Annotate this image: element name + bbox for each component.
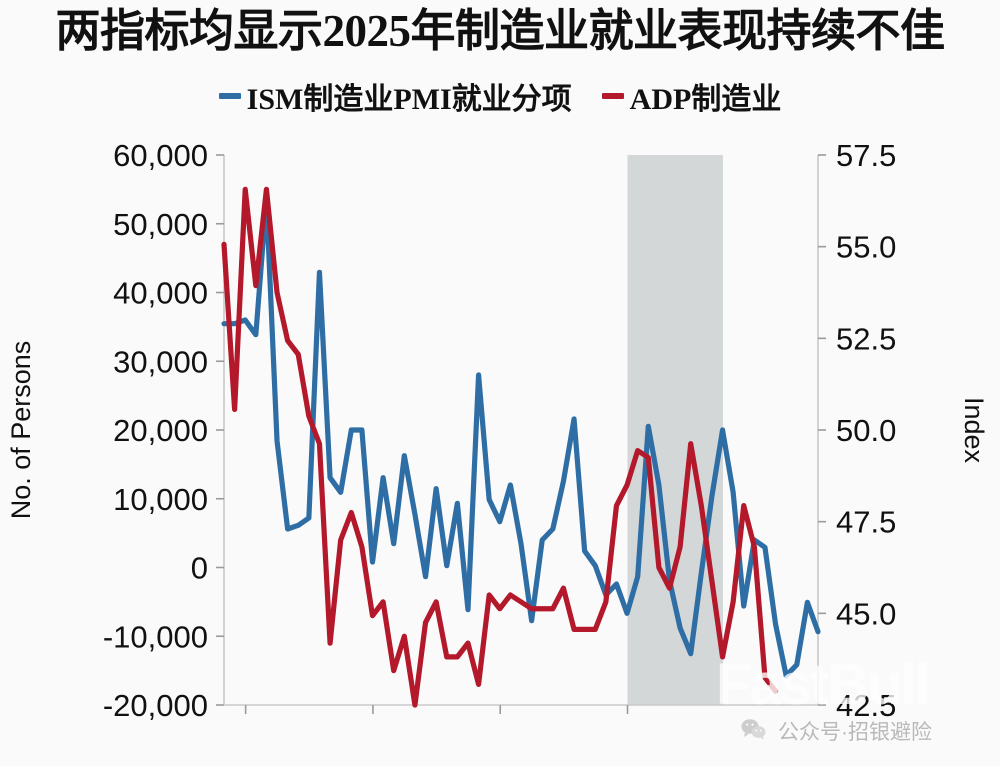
y-tick-label-right: 42.5 <box>836 688 896 723</box>
y-tick-label-left: 60,000 <box>113 138 208 173</box>
series-line-ism <box>221 196 821 679</box>
legend-item-ism[interactable]: ISM制造业PMI就业分项 <box>218 74 572 118</box>
y-tick-label-right: 50.0 <box>836 413 896 448</box>
y-tick-label-left: -20,000 <box>103 688 208 723</box>
legend-swatch-ism <box>218 93 241 99</box>
shaded-region-2025 <box>627 155 723 705</box>
y-tick-label-left: 0 <box>191 551 208 586</box>
x-tick-label: 2022 <box>248 721 319 725</box>
legend-swatch-adp <box>601 93 624 99</box>
legend-item-adp[interactable]: ADP制造业 <box>601 74 782 118</box>
x-tick-label: 2024 <box>503 721 574 725</box>
y-tick-label-right: 55.0 <box>836 230 896 265</box>
y-tick-label-left: -10,000 <box>103 619 208 654</box>
y-axis-title-right: Index <box>959 397 989 464</box>
series-line-adp <box>221 186 779 708</box>
y-tick-label-left: 40,000 <box>113 276 208 311</box>
y-tick-label-left: 50,000 <box>113 207 208 242</box>
y-tick-label-left: 10,000 <box>113 482 208 517</box>
x-tick-label: 2025 <box>630 721 701 725</box>
y-tick-label-left: 20,000 <box>113 413 208 448</box>
legend-label-adp: ADP制造业 <box>629 83 782 116</box>
y-tick-label-right: 52.5 <box>836 321 896 356</box>
legend-label-ism: ISM制造业PMI就业分项 <box>246 83 572 116</box>
y-tick-label-left: 30,000 <box>113 344 208 379</box>
page-title: 两指标均显示2025年制造业就业表现持续不佳 <box>55 6 945 56</box>
y-axis-title-left: No. of Persons <box>6 341 36 520</box>
chart-area: 60,000 50,000 40,000 30,000 20,000 10,000 0 -10… <box>0 125 1000 725</box>
x-tick-label: 2023 <box>375 721 446 725</box>
y-tick-label-right: 47.5 <box>836 505 896 540</box>
chart-legend: ISM制造业PMI就业分项 ADP制造业 <box>0 74 1000 118</box>
y-tick-label-right: 45.0 <box>836 596 896 631</box>
line-chart: 60,000 50,000 40,000 30,000 20,000 10,000 0 -10… <box>6 138 989 725</box>
y-tick-label-right: 57.5 <box>836 138 896 173</box>
